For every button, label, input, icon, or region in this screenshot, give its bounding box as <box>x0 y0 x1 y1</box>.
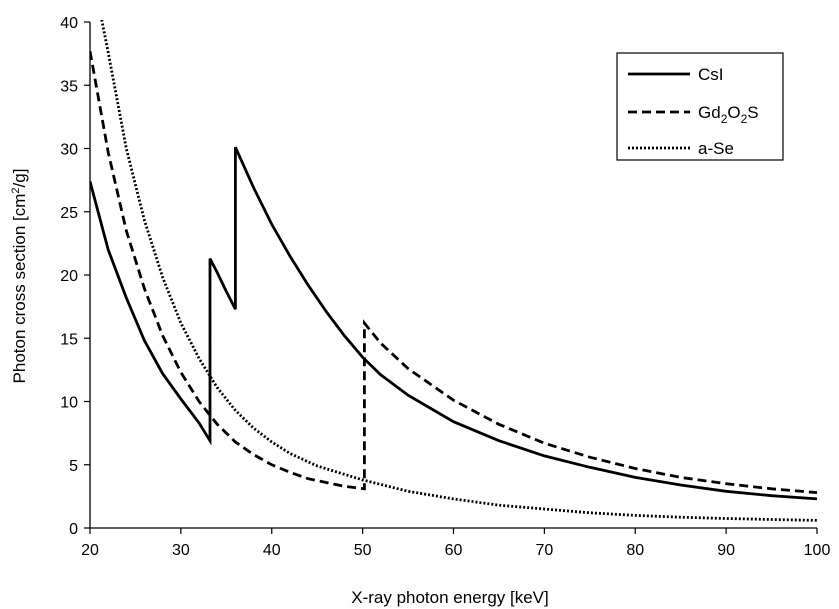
x-tick-label-40: 40 <box>263 542 281 559</box>
x-tick-label-100: 100 <box>804 542 831 559</box>
y-tick-label-5: 5 <box>69 458 78 475</box>
x-tick-label-70: 70 <box>535 542 553 559</box>
legend-box <box>616 52 784 161</box>
x-tick-label-20: 20 <box>81 542 99 559</box>
x-tick-label-60: 60 <box>445 542 463 559</box>
y-tick-label-15: 15 <box>60 331 78 348</box>
series-line-a-se <box>100 20 818 522</box>
series-layer <box>90 20 818 522</box>
x-tick-label-30: 30 <box>172 542 190 559</box>
y-tick-label-35: 35 <box>60 78 78 95</box>
y-tick-label-30: 30 <box>60 142 78 159</box>
y-tick-label-0: 0 <box>69 521 78 538</box>
series-line-gd2o2s <box>90 50 818 494</box>
series-line-csi <box>90 146 818 501</box>
x-axis-title: X-ray photon energy [keV] <box>351 588 549 607</box>
x-tick-label-90: 90 <box>717 542 735 559</box>
axes: 0 5 10 15 20 25 30 35 40 20 30 40 50 60 70 80 90 100 <box>60 15 830 559</box>
y-axis-title: Photon cross section [cm2/g] <box>10 169 29 384</box>
y-tick-label-20: 20 <box>60 268 78 285</box>
x-tick-label-50: 50 <box>354 542 372 559</box>
x-tick-label-80: 80 <box>626 542 644 559</box>
y-tick-label-25: 25 <box>60 205 78 222</box>
legend-label-a-se: a-Se <box>698 139 734 158</box>
y-tick-label-10: 10 <box>60 395 78 412</box>
legend-label-csi: CsI <box>698 65 724 84</box>
legend: CsI Gd2O2S a-Se <box>616 52 784 161</box>
y-tick-label-40: 40 <box>60 15 78 32</box>
